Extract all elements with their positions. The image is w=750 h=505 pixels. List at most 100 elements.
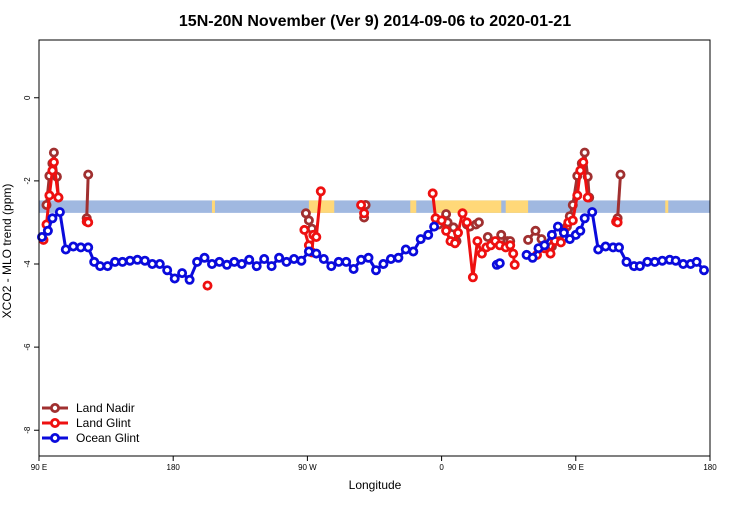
land-glint-point [83,217,94,228]
land-glint-point [508,248,519,259]
land-nadir-point [523,234,534,245]
y-tick-label: -2 [23,177,32,185]
ocean-glint-point [429,221,440,232]
y-tick-label: -6 [23,343,32,351]
x-tick-label: 0 [439,463,444,472]
ocean-glint-point [169,273,180,284]
ocean-glint-point [341,256,352,267]
ocean-glint-point [494,258,505,269]
land-segment-4 [505,200,529,213]
land-glint-point [356,199,367,210]
ocean-glint-point [348,263,359,274]
land-glint-point [202,280,213,291]
ocean-glint-point [68,241,79,252]
land-glint-point [449,238,460,249]
land-glint-point [572,190,583,201]
ocean-glint-point [311,248,322,259]
land-glint-point [299,224,310,235]
series-land-glint [38,157,623,291]
ocean-glint-point [552,221,563,232]
x-tick-label: 90 W [298,463,317,472]
land-glint-point [44,190,55,201]
land-glint-point [311,231,322,242]
legend-marker [50,432,61,443]
land-glint-point [575,165,586,176]
land-glint-point [509,259,520,270]
series-layer [37,147,710,291]
ocean-glint-point [579,213,590,224]
ocean-glint-point [177,268,188,279]
ocean-glint-point [236,258,247,269]
ocean-glint-point [326,261,337,272]
ocean-glint-point [199,252,210,263]
ocean-glint-point [318,253,329,264]
ocean-glint-point [634,261,645,272]
land-glint-point [441,225,452,236]
ocean-glint-point [266,261,277,272]
ocean-glint-point [60,244,71,255]
ocean-glint-point [162,265,173,276]
land-segment-2 [410,200,417,213]
land-glint-point [452,227,463,238]
ocean-band [39,200,710,213]
land-nadir-point [496,229,507,240]
ocean-glint-point [83,242,94,253]
land-nadir-point [303,215,314,226]
ocean-glint-point [296,255,307,266]
x-axis-label: Longitude [349,478,402,492]
ocean-glint-point [600,241,611,252]
ocean-glint-point [37,231,48,242]
legend-marker [50,402,61,413]
land-glint-point [582,192,593,203]
ocean-glint-point [251,261,262,272]
ocean-glint-point [423,229,434,240]
ocean-glint-point [539,240,550,251]
ocean-glint-point [132,254,143,265]
legend-label: Land Glint [76,416,131,430]
legend-label: Ocean Glint [76,431,140,445]
ocean-glint-point [42,225,53,236]
ocean-glint-point [558,227,569,238]
land-nadir-line-8 [616,174,622,219]
ocean-glint-point [259,253,270,264]
ocean-glint-point [670,255,681,266]
ocean-glint-point [400,244,411,255]
land-segment-1 [308,200,335,213]
series-ocean-glint [37,207,710,285]
land-glint-point [555,237,566,248]
land-glint-point [505,240,516,251]
land-nadir-line-1 [85,174,90,219]
land-nadir-point [48,147,59,158]
land-glint-point [461,217,472,228]
land-glint-point [457,208,468,219]
land-nadir-point [473,217,484,228]
land-glint-point [472,236,483,247]
land-segment-5 [665,200,669,213]
ocean-glint-point [139,255,150,266]
ocean-glint-point [47,213,58,224]
ocean-glint-point [527,252,538,263]
land-glint-point [53,192,64,203]
x-tick-label: 90 E [31,463,47,472]
land-nadir-point [83,169,94,180]
axes: 0 -2 -4 -6 -8 90 E 180 90 W 0 90 E 180 [23,39,717,472]
ocean-glint-point [575,225,586,236]
y-axis-label: XCO2 - MLO trend (ppm) [0,184,14,319]
ocean-glint-point [385,253,396,264]
land-glint-point [47,165,58,176]
x-tick-label: 180 [167,463,181,472]
ocean-glint-point [117,256,128,267]
land-glint-point [315,186,326,197]
land-ocean-band [39,200,710,213]
ocean-glint-point [649,256,660,267]
land-segment-3 [434,200,502,213]
land-nadir-point [530,225,541,236]
land-glint-point [612,217,623,228]
legend-label: Land Nadir [76,401,135,415]
ocean-glint-point [691,256,702,267]
y-tick-label: -4 [23,260,32,268]
land-glint-point [545,248,556,259]
